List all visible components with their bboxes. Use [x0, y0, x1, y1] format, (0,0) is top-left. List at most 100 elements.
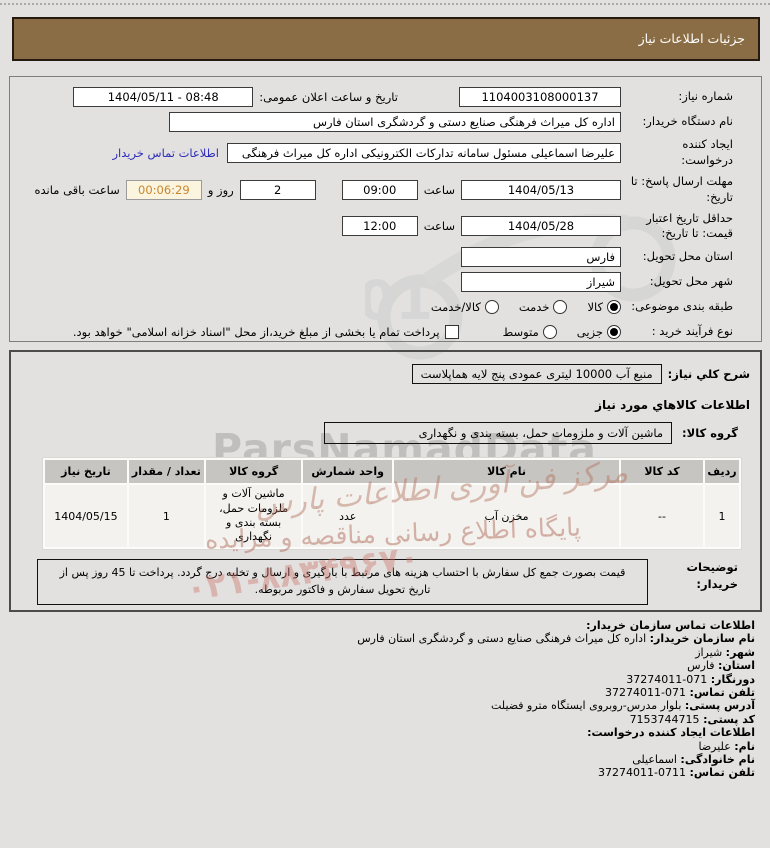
deadline-label: مهلت ارسال پاسخ: تا تاریخ:	[630, 174, 733, 204]
province-input[interactable]: فارس	[461, 247, 621, 268]
category-row: طبقه بندی موضوعی: کالا خدمت کالا/خدمت	[22, 297, 733, 317]
items-section-heading: اطلاعات کالاهاي مورد نیاز	[595, 398, 750, 412]
postal-code-value: 7153744715	[629, 712, 700, 726]
validity-hour-label: ساعت	[423, 219, 455, 234]
fax-value: 071-37274011	[626, 672, 708, 686]
last-name-label: نام خانوادگی:	[680, 753, 755, 767]
creator-phone-label: تلفن تماس:	[689, 766, 755, 780]
need-description-label: شرح کلي نیاز:	[667, 367, 750, 381]
deadline-date-input[interactable]: 1404/05/13	[461, 179, 621, 200]
need-items-panel: شرح کلي نیاز: منبع آب 10000 لیتری عمودی …	[9, 350, 762, 612]
city-input[interactable]: شیراز	[461, 272, 621, 293]
province-label: استان:	[718, 659, 755, 673]
city-label: شهر:	[725, 645, 755, 659]
goods-group-row: گروه کالا: ماشین آلات و ملزومات حمل، بست…	[23, 422, 738, 444]
treasury-docs-option[interactable]: پرداخت تمام یا بخشی از مبلغ خرید،از محل …	[72, 325, 459, 340]
validity-row: حداقل تاریخ اعتبار قیمت: تا تاریخ: 1404/…	[22, 210, 733, 242]
cell-unit: عدد	[303, 485, 393, 547]
buyer-remarks-label: توضیحات خریدار:	[686, 560, 739, 592]
category-option-goods-service-label: کالا/خدمت	[430, 300, 481, 315]
creator-phone-value: 0711-37274011	[598, 766, 687, 780]
fax-label: دورنگار:	[710, 672, 755, 686]
category-option-service[interactable]: خدمت	[519, 300, 568, 315]
city-line: شهر: شیراز	[10, 646, 755, 659]
buyer-org-input[interactable]: اداره کل میراث فرهنگی صنایع دستی و گردشگ…	[169, 112, 621, 132]
process-option-minor-label: جزیی	[576, 325, 603, 340]
process-type-row: نوع فرآیند خرید : جزیی متوسط پرداخت تمام…	[22, 322, 733, 342]
address-label: آدرس پستی:	[684, 699, 755, 713]
radio-unchecked-icon[interactable]	[542, 325, 557, 340]
last-name-line: نام خانوادگی: اسماعیلی	[10, 753, 755, 766]
need-info-panel: شماره نیاز: 1104003108000137 تاریخ و ساع…	[9, 76, 762, 342]
validity-hour-input[interactable]: 12:00	[341, 216, 418, 237]
province-line: استان: فارس	[10, 659, 755, 672]
validity-date-input[interactable]: 1404/05/28	[461, 216, 621, 237]
col-quantity: تعداد / مقدار	[128, 460, 204, 483]
phone-value: 071-37274011	[605, 686, 687, 700]
deadline-row: مهلت ارسال پاسخ: تا تاریخ: 1404/05/13 سا…	[22, 174, 734, 205]
process-option-medium[interactable]: متوسط	[503, 325, 557, 340]
category-option-goods[interactable]: کالا	[587, 300, 621, 315]
days-suffix-label: روز و	[207, 182, 234, 197]
page-title: جزئیات اطلاعات نیاز	[12, 17, 760, 61]
address-line: آدرس پستی: بلوار مدرس-روبروی ایستگاه متر…	[10, 699, 755, 712]
deadline-hour-label: ساعت	[423, 182, 455, 197]
process-option-minor[interactable]: جزیی	[576, 325, 621, 340]
radio-unchecked-icon[interactable]	[484, 300, 499, 315]
cell-need-date: 1404/05/15	[45, 485, 127, 547]
table-row: 1 -- مخزن آب عدد ماشین آلات و ملزومات حم…	[45, 485, 739, 547]
first-name-value: علیرضا	[698, 739, 731, 753]
need-description-row: شرح کلي نیاز: منبع آب 10000 لیتری عمودی …	[23, 364, 750, 384]
items-table: ردیف کد کالا نام کالا واحد شمارش گروه کا…	[42, 457, 742, 550]
remaining-days-input[interactable]: 2	[239, 179, 316, 200]
category-label: طبقه بندی موضوعی:	[631, 299, 733, 314]
creator-contact-heading: اطلاعات ایجاد کننده درخواست:	[587, 726, 755, 740]
buyer-remarks-row: توضیحات خریدار: قیمت بصورت جمع کل سفارش …	[23, 559, 738, 605]
category-option-goods-service[interactable]: کالا/خدمت	[430, 300, 499, 315]
org-name-line: نام سازمان خریدار: اداره کل میراث فرهنگی…	[10, 632, 755, 645]
need-details-page: { "title_bar": "جزئیات اطلاعات نیاز", "f…	[0, 3, 770, 848]
city-row: شهر محل تحویل: شیراز	[22, 272, 733, 293]
top-dotted-divider	[0, 3, 770, 5]
need-number-label: شماره نیاز:	[678, 89, 733, 104]
announce-datetime-input[interactable]: 08:48 - 1404/05/11	[73, 87, 254, 107]
col-group: گروه کالا	[205, 460, 302, 483]
city-value: شیراز	[695, 645, 723, 659]
deadline-hour-input[interactable]: 09:00	[341, 179, 418, 200]
process-type-label: نوع فرآیند خرید :	[651, 324, 733, 339]
need-description-value: منبع آب 10000 لیتری عمودی پنج لایه هماپل…	[411, 364, 662, 384]
need-number-input[interactable]: 1104003108000137	[459, 87, 621, 107]
category-option-goods-label: کالا	[587, 300, 603, 315]
col-unit: واحد شمارش	[303, 460, 393, 483]
first-name-line: نام: علیرضا	[10, 740, 755, 753]
province-value: فارس	[687, 659, 715, 673]
buyer-remarks-value: قیمت بصورت جمع کل سفارش با احتساب هزینه …	[37, 559, 648, 605]
fax-line: دورنگار: 071-37274011	[10, 673, 755, 686]
buyer-org-row: نام دستگاه خریدار: اداره کل میراث فرهنگی…	[22, 112, 733, 132]
radio-checked-icon[interactable]	[607, 300, 621, 315]
cell-row-number: 1	[704, 485, 739, 547]
items-table-header-row: ردیف کد کالا نام کالا واحد شمارش گروه کا…	[45, 460, 739, 483]
creator-row: ایجاد کننده درخواست: علیرضا اسماعیلی مسئ…	[22, 137, 733, 169]
treasury-docs-label: پرداخت تمام یا بخشی از مبلغ خرید،از محل …	[72, 325, 440, 340]
col-item-code: کد کالا	[621, 460, 703, 483]
validity-label: حداقل تاریخ اعتبار قیمت: تا تاریخ:	[646, 210, 733, 241]
remaining-suffix-label: ساعت باقی مانده	[34, 182, 120, 197]
cell-quantity: 1	[128, 485, 204, 547]
cell-group: ماشین آلات و ملزومات حمل، بسته بندی و نگ…	[205, 485, 302, 547]
treasury-docs-checkbox[interactable]	[444, 325, 459, 340]
creator-label: ایجاد کننده درخواست:	[681, 137, 733, 167]
org-name-label: نام سازمان خریدار:	[649, 632, 755, 646]
creator-phone-line: تلفن تماس: 0711-37274011	[10, 766, 755, 779]
need-number-row: شماره نیاز: 1104003108000137 تاریخ و ساع…	[22, 87, 733, 107]
countdown-input[interactable]: 00:06:29	[125, 179, 202, 200]
radio-unchecked-icon[interactable]	[553, 300, 568, 315]
first-name-label: نام:	[734, 739, 755, 753]
province-label: استان محل تحویل:	[642, 249, 733, 264]
radio-checked-icon[interactable]	[607, 325, 621, 340]
col-item-name: نام کالا	[394, 460, 620, 483]
creator-input[interactable]: علیرضا اسماعیلی مسئول سامانه تدارکات الک…	[227, 143, 621, 163]
province-row: استان محل تحویل: فارس	[22, 247, 733, 268]
announce-label: تاریخ و ساعت اعلان عمومی:	[259, 90, 398, 104]
buyer-contact-link[interactable]: اطلاعات تماس خریدار	[112, 146, 219, 160]
